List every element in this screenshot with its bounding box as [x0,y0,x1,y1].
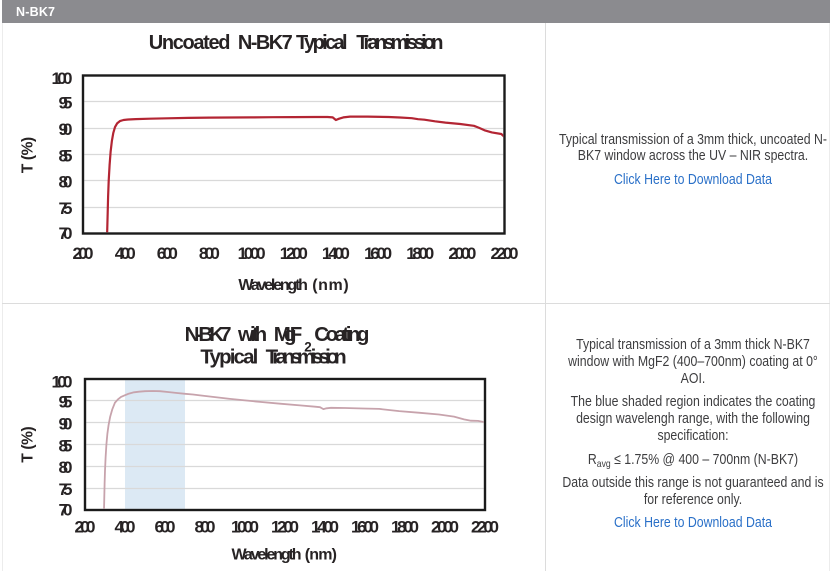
svg-text:1400: 1400 [311,518,339,537]
svg-text:1800: 1800 [406,244,434,263]
svg-text:MgF: MgF [274,323,303,346]
svg-text:2: 2 [304,340,312,355]
svg-text:85: 85 [59,436,73,455]
svg-text:Wavelength: Wavelength [232,546,302,563]
svg-text:Transmission: Transmission [266,346,347,369]
svg-text:Wavelength: Wavelength [238,277,308,294]
svg-text:Typical: Typical [296,32,348,54]
svg-text:95: 95 [59,94,73,113]
svg-text:2200: 2200 [471,518,499,537]
svg-text:2000: 2000 [431,518,459,537]
svg-text:95: 95 [59,393,73,412]
svg-text:600: 600 [157,244,178,263]
svg-text:1600: 1600 [364,244,392,263]
svg-text:Uncoated: Uncoated [149,32,231,54]
svg-text:Transmission: Transmission [356,32,443,54]
svg-text:80: 80 [59,458,73,477]
svg-text:(nm): (nm) [312,277,349,294]
svg-text:200: 200 [73,244,94,263]
svg-text:2000: 2000 [448,244,476,263]
svg-text:1800: 1800 [391,518,419,537]
svg-text:90: 90 [59,120,73,139]
svg-text:400: 400 [115,518,136,537]
svg-text:1400: 1400 [322,244,350,263]
svg-text:600: 600 [155,518,176,537]
svg-text:(nm): (nm) [305,546,337,563]
svg-text:800: 800 [195,518,216,537]
svg-text:2200: 2200 [491,244,519,263]
svg-text:1000: 1000 [238,244,266,263]
svg-text:N-BK7: N-BK7 [185,323,232,346]
svg-text:1200: 1200 [271,518,299,537]
svg-text:70: 70 [59,224,73,243]
svg-text:400: 400 [115,244,136,263]
svg-text:800: 800 [199,244,220,263]
svg-text:85: 85 [59,146,73,165]
svg-text:1600: 1600 [351,518,379,537]
svg-text:N-BK7: N-BK7 [238,32,293,54]
svg-text:Coating: Coating [314,323,369,346]
svg-text:1200: 1200 [280,244,308,263]
svg-text:70: 70 [59,501,73,520]
svg-text:100: 100 [52,69,73,88]
svg-text:75: 75 [59,199,73,218]
svg-text:75: 75 [59,480,73,499]
svg-text:90: 90 [59,415,73,434]
svg-text:T (%): T (%) [20,426,37,462]
svg-text:T (%): T (%) [20,137,37,173]
svg-text:100: 100 [52,373,73,392]
svg-text:1000: 1000 [231,518,259,537]
svg-text:200: 200 [75,518,96,537]
svg-text:with: with [237,323,267,346]
svg-text:Typical: Typical [200,346,258,369]
svg-text:80: 80 [59,173,73,192]
